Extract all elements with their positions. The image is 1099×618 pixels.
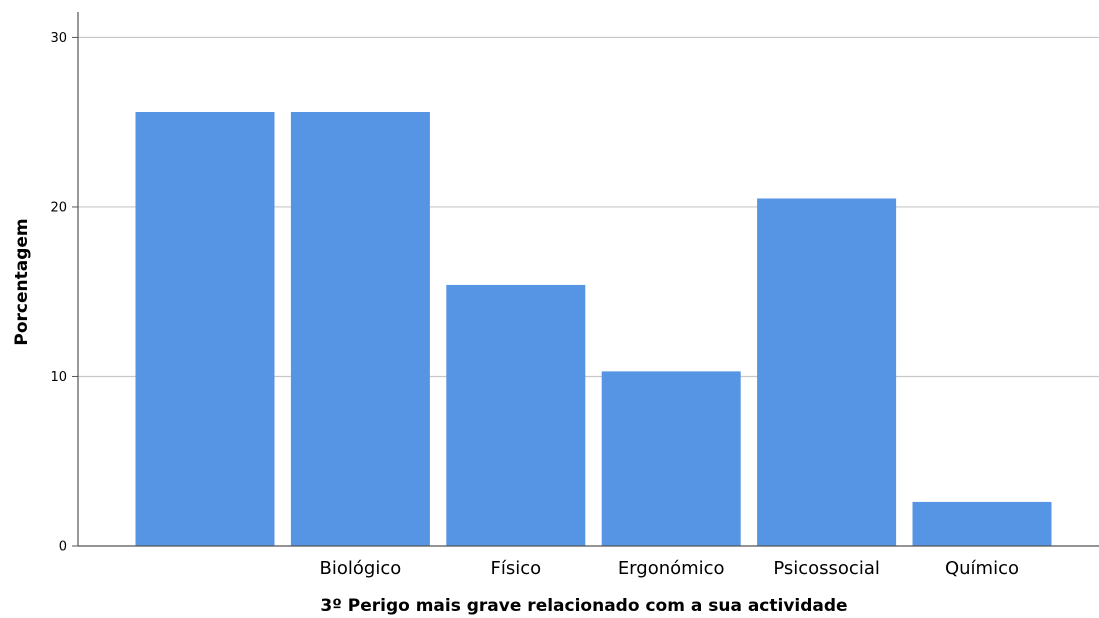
x-tick-label: Psicossocial: [773, 558, 880, 579]
x-tick-label: Ergonómico: [618, 558, 725, 579]
bar-químico: [912, 501, 1052, 546]
x-tick-label: Biológico: [320, 558, 402, 579]
y-tick-label-10: 10: [50, 370, 67, 385]
x-tick-label: Físico: [490, 558, 541, 579]
bar-psicossocial: [757, 198, 897, 546]
y-tick-label-0: 0: [59, 540, 67, 555]
tick-labels: 0 10 20 30 Biológico Físico Ergonómico Psicosso…: [50, 31, 1019, 579]
bar-físico: [446, 284, 586, 546]
x-axis-title: 3º Perigo mais grave relacionado com a s…: [320, 596, 847, 616]
bar-blank: [135, 112, 275, 547]
y-tick-label-20: 20: [50, 200, 67, 215]
bar-biológico: [290, 112, 430, 547]
bar-ergonómico: [601, 371, 741, 546]
y-tick-label-30: 30: [50, 31, 67, 46]
y-axis-title: Porcentagem: [12, 218, 32, 345]
x-tick-label: Químico: [945, 558, 1019, 579]
axes: [72, 12, 1099, 547]
bars: [135, 112, 1052, 547]
